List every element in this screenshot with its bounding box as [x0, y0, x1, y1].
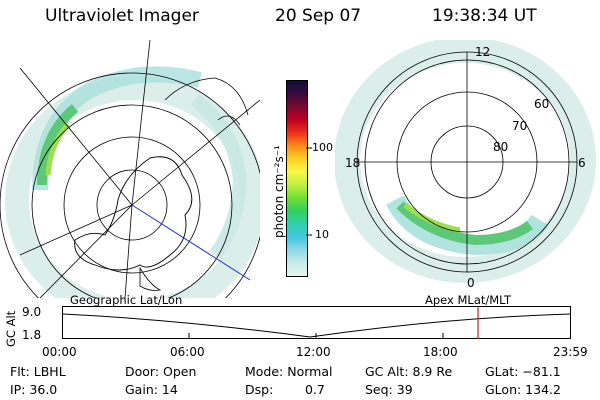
glon-info: GLon: 134.2	[485, 382, 561, 397]
altitude-curve	[62, 313, 571, 338]
glat-info: GLat: −81.1	[485, 364, 561, 379]
door-info: Door: Open	[125, 364, 197, 379]
geo-meridian	[131, 99, 260, 206]
altitude-xtick-0600: 06:00	[170, 345, 205, 359]
geo-aurora-haze	[5, 76, 260, 298]
altitude-ytick-9: 9.0	[22, 305, 42, 319]
polar-aurora-haze	[335, 40, 596, 283]
colorbar-tick-10: 10	[315, 228, 329, 241]
dsp-label: Dsp:	[245, 382, 274, 397]
geo-meridian	[39, 204, 133, 298]
geo-lat-circle	[63, 136, 201, 274]
sequence-info: Seq: 39	[365, 382, 413, 397]
altitude-xtick-2359: 23:59	[553, 345, 588, 359]
polar-aurora-core	[403, 203, 461, 233]
instrument-title: Ultraviolet Imager	[45, 6, 199, 26]
mlt-label-6: 6	[578, 156, 586, 170]
altitude-ytick-1-8: 1.8	[22, 328, 42, 342]
dsp-value: 0.7	[305, 382, 325, 397]
date-label: 20 Sep 07	[275, 6, 362, 26]
colorbar	[286, 80, 308, 277]
geo-meridian	[131, 40, 151, 206]
altitude-plot	[62, 306, 571, 339]
geo-lat-circle	[96, 169, 168, 241]
mlt-label-12: 12	[475, 45, 491, 59]
geo-coastline	[139, 266, 162, 291]
polar-map	[335, 40, 596, 283]
ip-info: IP: 36.0	[10, 382, 58, 397]
geo-lat-circle	[31, 104, 233, 298]
geo-meridian	[19, 204, 133, 256]
mlat-label-80: 80	[493, 140, 509, 154]
mlt-label-18: 18	[345, 156, 361, 170]
geo-coastline	[74, 156, 193, 271]
altitude-xtick-1200: 12:00	[296, 345, 331, 359]
colorbar-label: photon cm⁻²s⁻¹	[272, 145, 286, 238]
filter-info: Flt: LBHL	[10, 364, 66, 379]
polar-aurora-bright	[396, 201, 533, 246]
mlat-label-60: 60	[534, 97, 550, 111]
colorbar-gradient	[287, 81, 307, 276]
altitude-xtick-0000: 00:00	[42, 345, 77, 359]
geo-aurora-bright	[37, 104, 79, 186]
geo-lat-circle	[0, 72, 260, 298]
altitude-xtick-1800: 18:00	[423, 345, 458, 359]
gc-alt-info: GC Alt: 8.9 Re	[365, 364, 453, 379]
altitude-ylabel: GC Alt	[4, 310, 18, 347]
geo-meridian	[19, 67, 133, 206]
time-label: 19:38:34 UT	[432, 6, 537, 26]
geo-aurora-core	[45, 122, 70, 176]
geo-map-label: Geographic Lat/Lon	[70, 293, 183, 307]
geo-coastline	[164, 77, 249, 126]
geographic-map	[0, 40, 260, 298]
mode-info: Mode: Normal	[245, 364, 333, 379]
colorbar-tick-100: 100	[312, 141, 333, 154]
polar-map-label: Apex MLat/MLT	[425, 293, 512, 307]
gain-info: Gain: 14	[125, 382, 178, 397]
geo-meridian	[124, 204, 133, 298]
geo-terminator-line	[131, 204, 251, 281]
mlt-label-0: 0	[467, 276, 475, 290]
mlat-label-70: 70	[512, 119, 528, 133]
colorbar-axis	[306, 147, 312, 236]
